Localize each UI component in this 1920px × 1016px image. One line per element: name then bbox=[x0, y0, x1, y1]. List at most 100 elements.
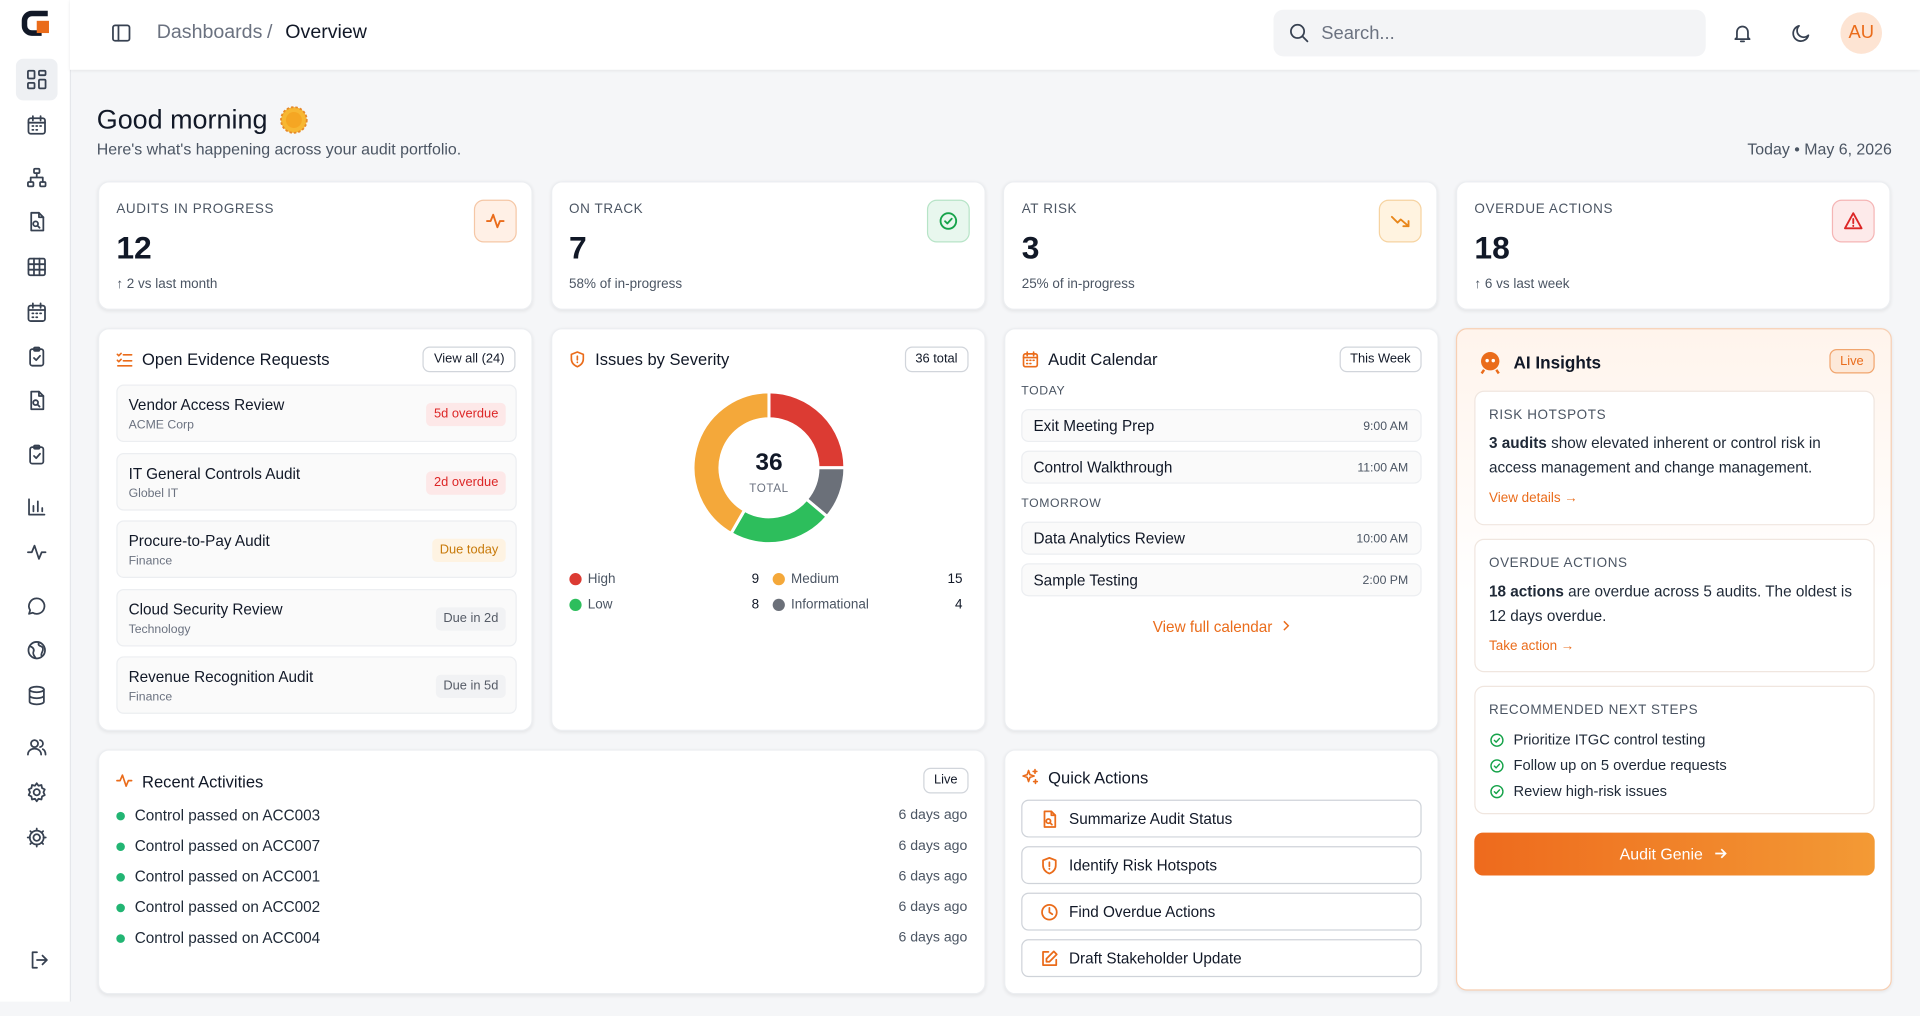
nav-activity[interactable] bbox=[26, 541, 48, 563]
arrow-icon bbox=[1712, 845, 1729, 862]
ai-insights-card: AI Insights Live Audit Genie RISK HOTSPO… bbox=[1455, 328, 1892, 991]
nav-evidence[interactable] bbox=[26, 389, 48, 411]
link-text: View full calendar bbox=[1152, 618, 1273, 636]
kpi-label: OVERDUE ACTIONS bbox=[1474, 202, 1614, 217]
sidebar-toggle[interactable] bbox=[110, 22, 132, 44]
calendar-event[interactable]: Sample Testing 2:00 PM bbox=[1021, 563, 1422, 597]
section-link[interactable]: View details → bbox=[1488, 491, 1578, 506]
nav-reports[interactable] bbox=[26, 496, 48, 518]
status-badge: Due in 2d bbox=[435, 606, 506, 630]
section-link[interactable]: Take action → bbox=[1488, 639, 1575, 654]
text-body: are overdue across 5 audits. The oldest … bbox=[1488, 582, 1853, 625]
next-steps-section: RECOMMENDED NEXT STEPS Prioritize ITGC co… bbox=[1474, 685, 1875, 815]
quick-action-button[interactable]: Find Overdue Actions bbox=[1021, 892, 1422, 931]
legend-label: High bbox=[587, 571, 616, 587]
evidence-item[interactable]: Procure-to-Pay Audit Finance Due today bbox=[116, 520, 517, 578]
nav-dashboard[interactable] bbox=[26, 69, 48, 91]
event-name: Sample Testing bbox=[1033, 571, 1138, 589]
item-org: Finance bbox=[128, 554, 173, 569]
activity-time: 6 days ago bbox=[898, 838, 968, 854]
quick-action-button[interactable]: Identify Risk Hotspots bbox=[1021, 846, 1422, 885]
activity-dot bbox=[116, 934, 125, 943]
nav-config[interactable] bbox=[26, 827, 48, 849]
activity-time: 6 days ago bbox=[898, 869, 968, 885]
activity-icon bbox=[115, 771, 133, 789]
legend-swatch bbox=[772, 598, 785, 612]
nav-tasks[interactable] bbox=[26, 443, 48, 465]
theme-toggle[interactable] bbox=[1790, 22, 1812, 44]
week-button[interactable]: This Week bbox=[1339, 346, 1422, 373]
view-all-button[interactable]: View all (24) bbox=[422, 346, 516, 373]
calendar-event[interactable]: Data Analytics Review 10:00 AM bbox=[1021, 521, 1422, 555]
action-label: Summarize Audit Status bbox=[1068, 810, 1233, 828]
activity-text: Control passed on ACC004 bbox=[134, 929, 321, 947]
nav-checklist[interactable] bbox=[26, 345, 48, 367]
nav-settings[interactable] bbox=[26, 781, 48, 803]
item-name: Procure-to-Pay Audit bbox=[128, 532, 270, 550]
chevron bbox=[1278, 618, 1293, 633]
kpi-label: ON TRACK bbox=[569, 202, 644, 217]
text-body: show elevated inherent or control risk i… bbox=[1488, 434, 1821, 477]
event-time: 11:00 AM bbox=[1357, 461, 1409, 476]
status-badge: 2d overdue bbox=[426, 470, 506, 495]
kpi-icon-box bbox=[473, 199, 517, 243]
section-title: OVERDUE ACTIONS bbox=[1488, 555, 1628, 571]
nav-chat[interactable] bbox=[26, 595, 48, 617]
action-icon bbox=[1040, 902, 1060, 922]
breadcrumb-separator: / bbox=[266, 22, 273, 43]
live-badge: Live bbox=[1829, 348, 1875, 374]
nav-globe[interactable] bbox=[26, 639, 48, 661]
event-name: Control Walkthrough bbox=[1033, 459, 1173, 477]
action-label: Identify Risk Hotspots bbox=[1068, 857, 1218, 875]
step-text: Review high-risk issues bbox=[1513, 782, 1667, 800]
kpi-value: 12 bbox=[116, 228, 152, 266]
donut-segment[interactable] bbox=[728, 497, 830, 546]
nav-schedule[interactable] bbox=[26, 301, 48, 323]
calendar-event[interactable]: Control Walkthrough 11:00 AM bbox=[1021, 450, 1422, 484]
step-text: Follow up on 5 overdue requests bbox=[1513, 756, 1727, 774]
nav-files[interactable] bbox=[26, 211, 48, 233]
nav-data[interactable] bbox=[26, 684, 48, 706]
check-icon bbox=[1489, 732, 1505, 748]
kpi-label: AUDITS IN PROGRESS bbox=[116, 202, 275, 217]
breadcrumb-link[interactable]: Dashboards bbox=[156, 22, 263, 43]
quick-action-button[interactable]: Draft Stakeholder Update bbox=[1021, 939, 1422, 978]
notifications[interactable] bbox=[1731, 22, 1753, 44]
kpi-icon bbox=[1843, 211, 1864, 232]
nav-table[interactable] bbox=[26, 256, 48, 278]
nav-logout[interactable] bbox=[28, 949, 50, 971]
evidence-item[interactable]: IT General Controls Audit Globel IT 2d ove… bbox=[116, 452, 517, 510]
quick-action-button[interactable]: Summarize Audit Status bbox=[1021, 799, 1422, 838]
greeting-subtitle: Here's what's happening across your audi… bbox=[96, 139, 462, 158]
item-name: Cloud Security Review bbox=[128, 600, 283, 618]
button-label: Audit Genie bbox=[1619, 844, 1703, 864]
evidence-item[interactable]: Revenue Recognition Audit Finance Due in 5… bbox=[116, 656, 517, 714]
evidence-item[interactable]: Cloud Security Review Technology Due in 2d bbox=[116, 588, 517, 646]
activity-text: Control passed on ACC001 bbox=[134, 868, 321, 886]
donut-segment[interactable] bbox=[691, 390, 771, 536]
sidebar bbox=[0, 0, 72, 1002]
legend-swatch bbox=[772, 573, 785, 586]
nav-org[interactable] bbox=[26, 167, 48, 189]
item-name: IT General Controls Audit bbox=[128, 464, 301, 482]
top-bar: Dashboards / Overview Search... AU bbox=[69, 0, 1920, 70]
avatar[interactable]: AU bbox=[1840, 12, 1883, 54]
nav-calendar[interactable] bbox=[26, 114, 48, 136]
total-badge: 36 total bbox=[904, 346, 969, 373]
calendar-link[interactable]: View full calendar bbox=[1005, 616, 1440, 638]
activity-text: Control passed on ACC003 bbox=[134, 806, 321, 825]
event-time: 9:00 AM bbox=[1363, 420, 1409, 434]
activity-dot bbox=[116, 842, 125, 852]
nav-users[interactable] bbox=[26, 736, 48, 758]
legend-value: 15 bbox=[947, 571, 963, 587]
calendar-event[interactable]: Exit Meeting Prep 9:00 AM bbox=[1021, 408, 1422, 443]
evidence-item[interactable]: Vendor Access Review ACME Corp 5d overdue bbox=[116, 384, 517, 443]
event-name: Data Analytics Review bbox=[1033, 530, 1185, 548]
audit-genie-button[interactable]: Audit Genie bbox=[1474, 832, 1875, 876]
donut-total-label: TOTAL bbox=[749, 482, 789, 496]
event-name: Exit Meeting Prep bbox=[1033, 417, 1155, 435]
kpi-icon-box bbox=[1831, 199, 1875, 243]
logo[interactable] bbox=[21, 7, 53, 39]
search-box[interactable]: Search... bbox=[1273, 9, 1706, 57]
